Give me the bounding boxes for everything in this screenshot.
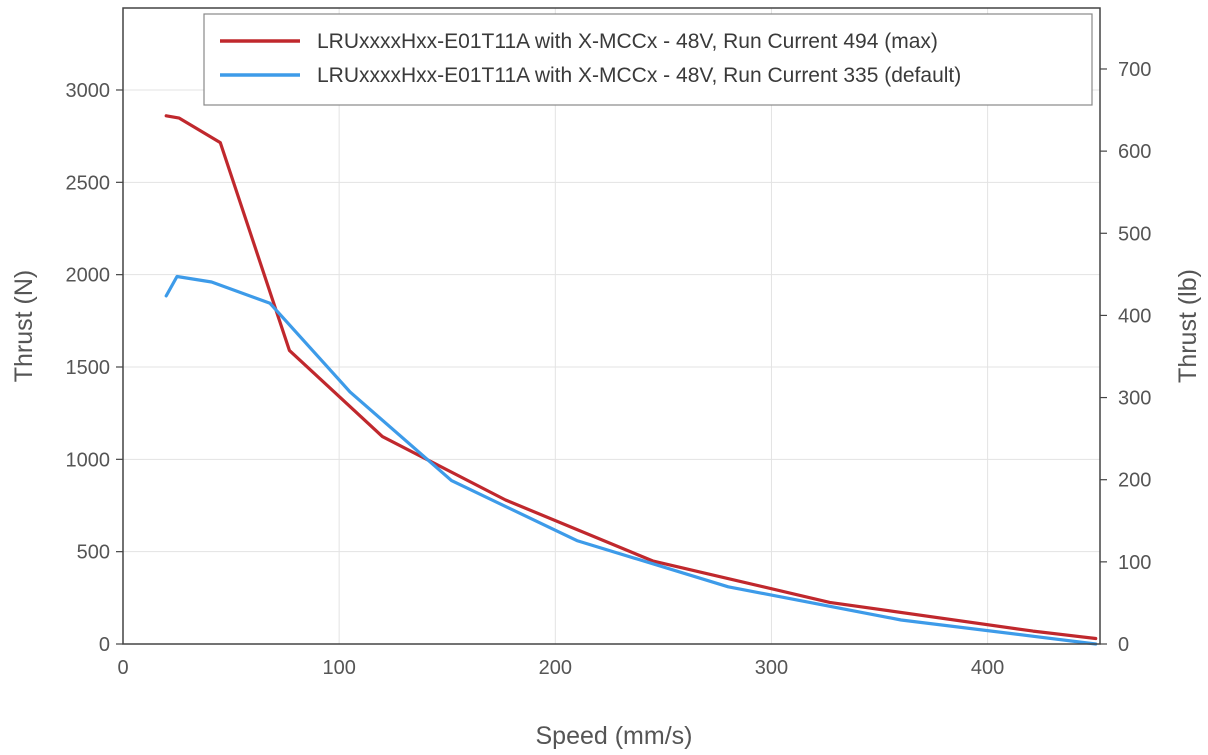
- x-tick-label: 0: [117, 657, 128, 679]
- series-line-default-current: [164, 274, 1098, 646]
- legend: LRUxxxxHxx-E01T11A with X-MCCx - 48V, Ru…: [203, 13, 1093, 106]
- y-tick-label: 1000: [66, 449, 111, 471]
- legend-label-default: LRUxxxxHxx-E01T11A with X-MCCx - 48V, Ru…: [317, 64, 961, 87]
- y2-tick-label: 200: [1118, 470, 1151, 492]
- y-tick-label: 2500: [66, 172, 111, 194]
- y2-tick-label: 600: [1118, 141, 1151, 163]
- y-tick-label: 500: [77, 542, 110, 564]
- y2-tick-label: 500: [1118, 223, 1151, 245]
- x-tick-label: 200: [539, 657, 572, 679]
- y-tick-label: 3000: [66, 80, 111, 102]
- x-tick-label: 400: [971, 657, 1004, 679]
- y-axis-title: Thrust (N): [10, 270, 38, 383]
- tick-labels: 0 100 200 300 400 0 500 1000 1500 2000 2500 3000 0 10…: [66, 59, 1152, 679]
- y-tick-label: 1500: [66, 357, 111, 379]
- y2-tick-label: 0: [1118, 634, 1129, 656]
- y2-tick-label: 100: [1118, 552, 1151, 574]
- series-lines: [164, 114, 1098, 646]
- y2-tick-label: 300: [1118, 388, 1151, 410]
- y-tick-label: 2000: [66, 265, 111, 287]
- legend-box: [203, 13, 1093, 106]
- x-tick-label: 100: [322, 657, 355, 679]
- plot-frame: [122, 7, 1101, 645]
- y2-tick-label: 400: [1118, 305, 1151, 327]
- x-axis-title: Speed (mm/s): [536, 722, 693, 750]
- series-line-max-current: [164, 114, 1098, 641]
- y2-axis-title: Thrust (lb): [1174, 269, 1202, 383]
- x-tick-label: 300: [755, 657, 788, 679]
- y-tick-label: 0: [99, 634, 110, 656]
- legend-label-max: LRUxxxxHxx-E01T11A with X-MCCx - 48V, Ru…: [317, 30, 938, 53]
- y2-tick-label: 700: [1118, 59, 1151, 81]
